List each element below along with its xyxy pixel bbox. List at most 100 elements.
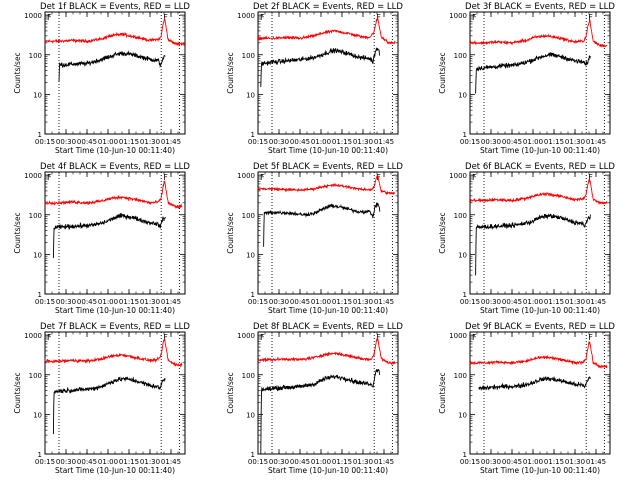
x-tick-label: 01:00 (311, 458, 331, 466)
y-tick-label: 1 (251, 451, 255, 459)
x-tick-label: 01:00 (311, 298, 331, 306)
x-tick-label: 01:00 (523, 138, 543, 146)
x-tick-label: 01:30 (565, 458, 585, 466)
plot-frame (469, 11, 611, 135)
y-tick-label: 1 (251, 131, 255, 139)
y-axis-label: Counts/sec (438, 52, 447, 93)
x-tick-label: 01:45 (161, 458, 181, 466)
plot-frame (44, 171, 186, 295)
x-axis-label: Start Time (10-Jun-10 00:11:40) (55, 306, 175, 315)
y-axis-label: Counts/sec (226, 52, 235, 93)
y-tick-label: 1000 (24, 172, 42, 180)
x-tick-label: 01:15 (119, 458, 139, 466)
y-tick-label: 100 (29, 212, 42, 220)
x-tick-label: 01:15 (544, 458, 564, 466)
x-tick-label: 01:30 (140, 298, 160, 306)
events-series-line (475, 52, 591, 94)
y-tick-label: 10 (33, 251, 42, 259)
x-axis-label: Start Time (10-Jun-10 00:11:40) (268, 146, 388, 155)
x-axis-label: Start Time (10-Jun-10 00:11:40) (480, 306, 600, 315)
x-tick-label: 00:30 (481, 458, 501, 466)
y-tick-label: 1000 (449, 172, 467, 180)
y-tick-label: 100 (242, 212, 255, 220)
x-tick-label: 01:00 (311, 138, 331, 146)
x-tick-label: 01:15 (119, 298, 139, 306)
chart-title: Det 6f BLACK = Events, RED = LLD (465, 162, 615, 172)
x-tick-label: 01:15 (544, 138, 564, 146)
x-tick-label: 01:15 (119, 138, 139, 146)
x-tick-label: 00:15 (35, 458, 55, 466)
flare-marker: F (472, 333, 477, 342)
flare-marker: F (588, 333, 593, 342)
chart-title: Det 3f BLACK = Events, RED = LLD (465, 2, 615, 12)
flare-marker: F (47, 13, 52, 22)
x-axis-label: Start Time (10-Jun-10 00:11:40) (268, 466, 388, 475)
x-tick-label: 01:30 (353, 298, 373, 306)
y-axis-label: Counts/sec (438, 212, 447, 253)
flare-marker: F (588, 13, 593, 22)
chart-title: Det 5f BLACK = Events, RED = LLD (253, 162, 403, 172)
y-axis-label: Counts/sec (13, 212, 22, 253)
x-tick-label: 01:30 (353, 138, 373, 146)
flare-marker: F (163, 13, 168, 22)
events-series-line (52, 376, 166, 435)
x-tick-label: 00:15 (35, 138, 55, 146)
y-tick-label: 1 (251, 291, 255, 299)
flare-marker: F (47, 173, 52, 182)
chart-panel-7: Det 7f BLACK = Events, RED = LLD 1 10 100 10… (13, 322, 190, 475)
y-axis-label: Counts/sec (226, 212, 235, 253)
x-tick-label: 00:15 (460, 138, 480, 146)
flare-marker: F (376, 13, 381, 22)
flare-marker: F (260, 173, 265, 182)
y-tick-label: 100 (29, 52, 42, 60)
x-axis-label: Start Time (10-Jun-10 00:11:40) (55, 466, 175, 475)
y-tick-label: 10 (33, 91, 42, 99)
x-tick-label: 01:00 (523, 298, 543, 306)
x-tick-label: 00:45 (290, 138, 310, 146)
flare-marker: F (47, 333, 52, 342)
y-tick-label: 100 (454, 52, 467, 60)
x-tick-label: 00:15 (460, 298, 480, 306)
y-tick-label: 100 (242, 52, 255, 60)
x-tick-label: 01:15 (332, 138, 352, 146)
y-tick-label: 10 (246, 411, 255, 419)
x-tick-label: 00:15 (35, 298, 55, 306)
chart-title: Det 7f BLACK = Events, RED = LLD (40, 322, 190, 332)
events-series-line (260, 369, 381, 455)
lld-series-line (469, 178, 608, 206)
y-tick-label: 1000 (449, 332, 467, 340)
x-tick-label: 00:30 (269, 458, 289, 466)
chart-panel-8: Det 8f BLACK = Events, RED = LLD 1 10 100 10… (226, 322, 403, 475)
lld-series-line (257, 337, 396, 366)
x-tick-label: 01:15 (332, 458, 352, 466)
flare-marker: F (588, 173, 593, 182)
x-tick-label: 01:00 (98, 298, 118, 306)
x-tick-label: 01:30 (140, 458, 160, 466)
x-tick-label: 00:15 (460, 458, 480, 466)
x-tick-label: 01:30 (565, 298, 585, 306)
x-axis-label: Start Time (10-Jun-10 00:11:40) (55, 146, 175, 155)
y-tick-label: 100 (242, 372, 255, 380)
events-series-line (52, 212, 166, 258)
plot-frame (257, 331, 399, 455)
plot-frame (44, 331, 186, 455)
y-tick-label: 1 (463, 291, 467, 299)
lld-series-line (257, 16, 396, 45)
y-tick-label: 10 (458, 411, 467, 419)
x-axis-label: Start Time (10-Jun-10 00:11:40) (480, 146, 600, 155)
lld-series-line (44, 180, 183, 210)
flare-marker: F (260, 13, 265, 22)
y-tick-label: 100 (454, 212, 467, 220)
flare-marker: F (472, 173, 477, 182)
lld-series-line (257, 175, 396, 196)
chart-panel-9: Det 9f BLACK = Events, RED = LLD 1 10 100 10… (438, 322, 615, 475)
y-tick-label: 1 (463, 451, 467, 459)
x-tick-label: 01:45 (374, 298, 394, 306)
x-axis-label: Start Time (10-Jun-10 00:11:40) (268, 306, 388, 315)
x-tick-label: 00:30 (56, 458, 76, 466)
plot-frame (44, 11, 186, 135)
chart-panel-4: Det 4f BLACK = Events, RED = LLD 1 10 100 10… (13, 162, 190, 315)
y-tick-label: 1000 (237, 12, 255, 20)
chart-title: Det 8f BLACK = Events, RED = LLD (253, 322, 403, 332)
